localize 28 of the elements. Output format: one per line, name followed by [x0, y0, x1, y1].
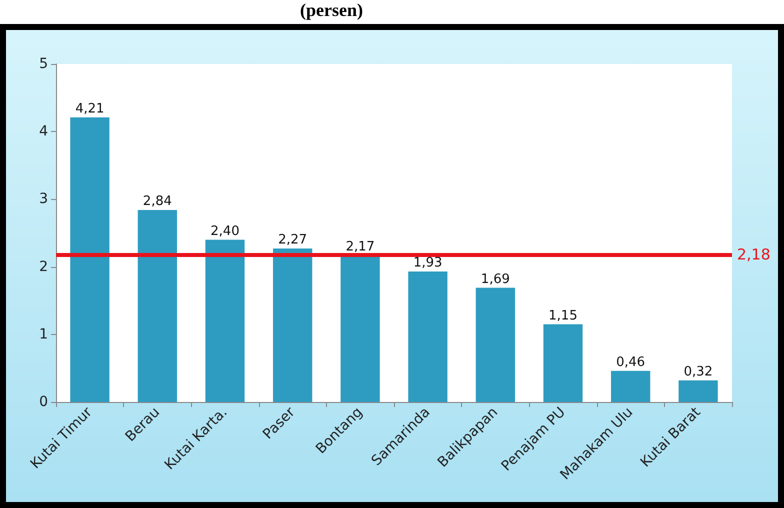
bar: [272, 248, 312, 402]
ref-line-label: 2,18: [737, 246, 770, 264]
bar: [476, 288, 516, 402]
bar: [340, 255, 380, 402]
data-label: 0,46: [616, 354, 646, 370]
data-label: 1,15: [548, 308, 578, 324]
bar: [543, 324, 583, 402]
data-label: 1,69: [480, 272, 510, 287]
bar: [138, 210, 178, 402]
data-label: 2,27: [278, 232, 308, 248]
bar: [70, 117, 110, 402]
data-label: 2,17: [346, 239, 375, 254]
data-label: 2,40: [210, 224, 240, 239]
y-tick-label: 5: [39, 56, 48, 72]
y-tick-label: 1: [39, 326, 48, 342]
data-label: 0,32: [684, 364, 713, 380]
y-tick-label: 0: [39, 394, 48, 410]
y-tick-label: 4: [39, 124, 48, 140]
bar: [610, 370, 650, 402]
y-tick-label: 2: [39, 258, 48, 275]
data-label: 4,21: [75, 101, 104, 116]
bar: [678, 380, 718, 402]
bar: [205, 240, 245, 402]
data-label: 1,93: [413, 256, 442, 271]
data-label: 2,84: [142, 194, 172, 210]
bar: [408, 272, 448, 402]
chart-title: (persen): [299, 0, 364, 22]
y-tick-label: 3: [39, 191, 48, 208]
